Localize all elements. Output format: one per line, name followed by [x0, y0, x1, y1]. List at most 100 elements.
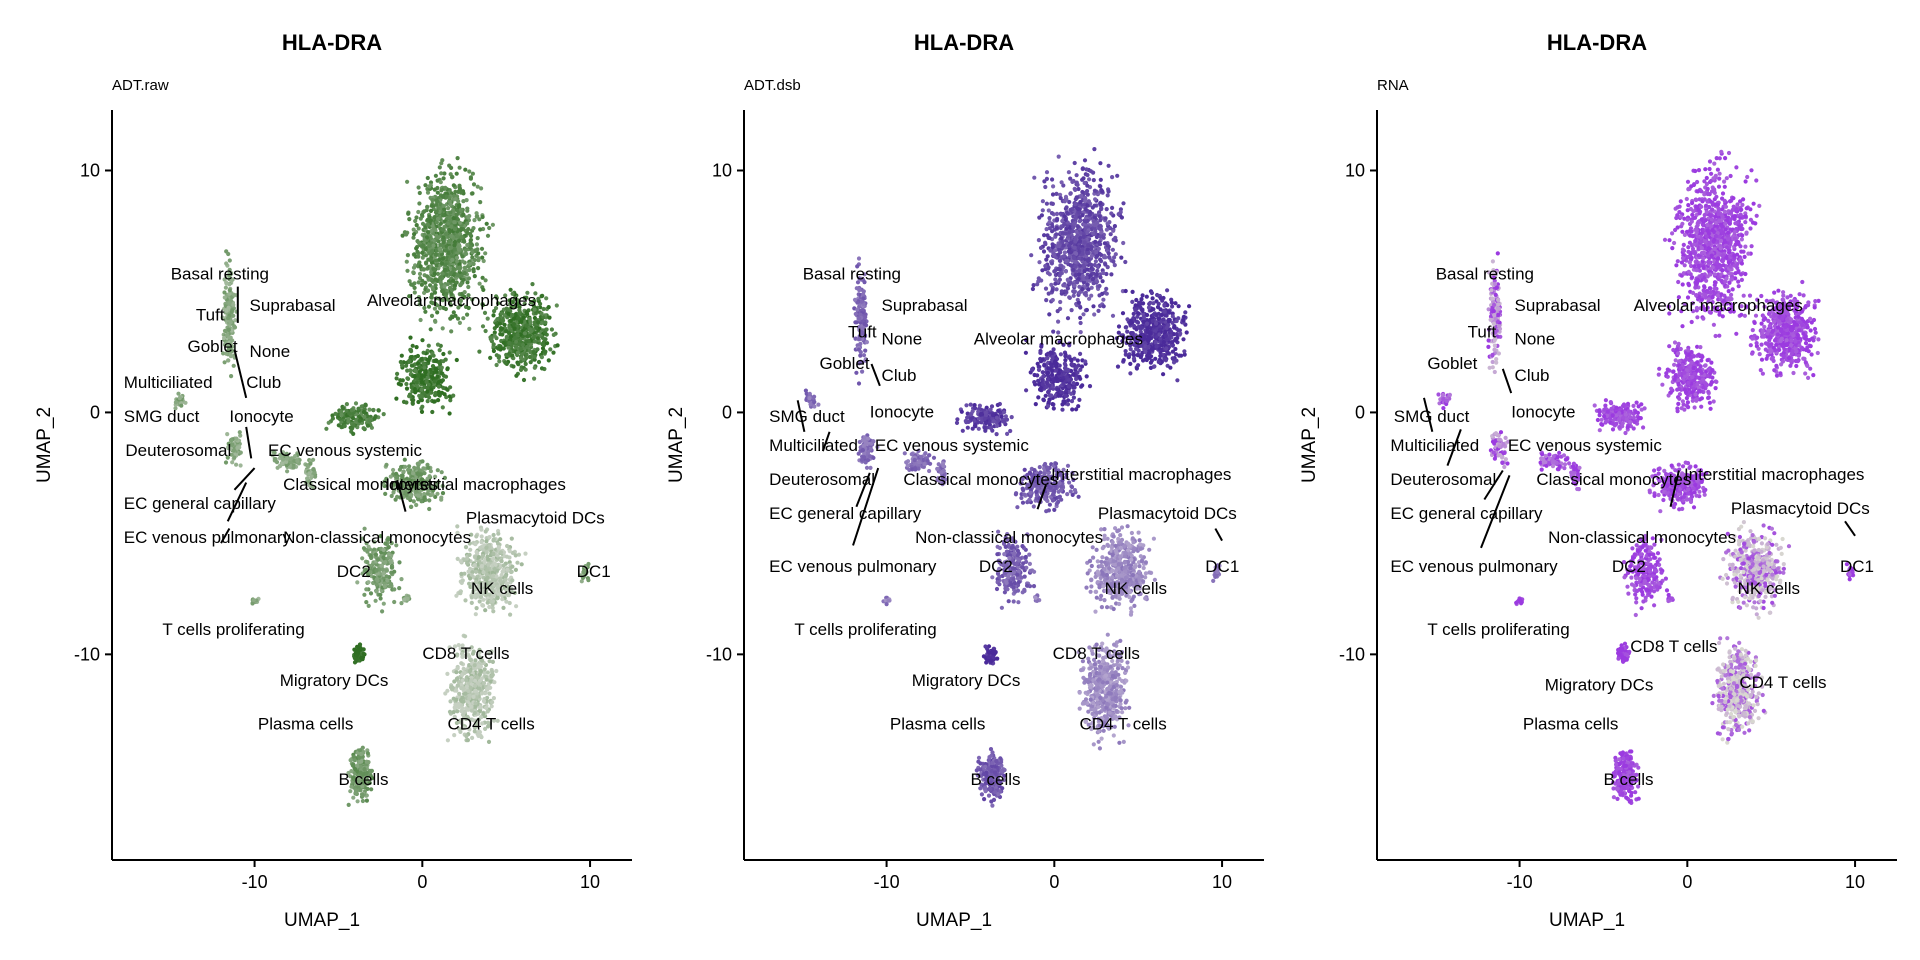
cell-point — [1065, 316, 1071, 321]
cell-point — [439, 470, 444, 475]
cell-point — [372, 416, 377, 421]
cell-point — [1059, 180, 1064, 185]
cell-point — [238, 450, 243, 455]
cell-point — [1083, 195, 1088, 201]
cell-point — [421, 391, 426, 396]
cell-point — [1068, 280, 1073, 285]
cell-point — [1086, 258, 1091, 263]
cell-point — [522, 301, 527, 306]
cell-point — [533, 291, 538, 296]
cell-point — [177, 396, 182, 401]
x-tick-label: 10 — [580, 872, 600, 892]
cell-point — [366, 603, 371, 609]
cell-point — [1054, 232, 1059, 237]
point-cloud — [173, 156, 591, 808]
cell-point — [475, 184, 480, 189]
cell-point — [1098, 177, 1103, 182]
cell-point — [405, 596, 410, 601]
cell-point — [474, 211, 479, 216]
cell-point — [551, 350, 556, 355]
cell-point — [444, 272, 449, 277]
cell-point — [477, 281, 482, 286]
cell-point — [497, 321, 502, 326]
cell-point — [435, 303, 440, 308]
cell-point — [1097, 283, 1102, 289]
cell-point — [548, 347, 553, 352]
cell-point — [507, 351, 512, 356]
cell-point — [510, 312, 515, 318]
cell-point — [443, 294, 448, 299]
cell-point — [420, 250, 425, 255]
cell-point — [426, 358, 431, 363]
cell-point — [437, 247, 442, 252]
cell-point — [1181, 337, 1186, 342]
cell-point — [336, 423, 341, 428]
cell-point — [1109, 211, 1114, 216]
cell-point — [183, 400, 188, 405]
cell-point — [445, 671, 450, 677]
cell-point — [429, 313, 435, 318]
cell-point — [485, 709, 490, 714]
cell-point — [1121, 201, 1126, 206]
cell-point — [452, 243, 457, 248]
cell-point — [427, 214, 432, 219]
cell-point — [529, 329, 534, 334]
cell-point — [506, 311, 511, 316]
cell-point — [439, 188, 444, 193]
cell-point — [1059, 236, 1064, 241]
cell-point — [1085, 192, 1090, 197]
cell-point — [481, 597, 486, 602]
cell-point — [455, 316, 461, 321]
cell-point — [476, 251, 481, 256]
cell-point — [1081, 234, 1086, 239]
cell-point — [513, 335, 518, 340]
cell-point — [433, 390, 438, 396]
cell-point — [346, 802, 351, 808]
x-axis-label: UMAP_1 — [284, 910, 360, 931]
cell-point — [1090, 267, 1095, 272]
cell-point — [416, 185, 421, 190]
cell-point — [472, 663, 477, 668]
cell-point — [1101, 304, 1106, 309]
cell-point — [419, 380, 424, 385]
cell-point — [1049, 282, 1054, 287]
cell-point — [409, 363, 414, 368]
cell-point — [398, 378, 403, 383]
cell-point — [342, 424, 347, 429]
cell-point — [416, 493, 421, 498]
cell-point — [491, 537, 496, 542]
cell-point — [230, 460, 235, 465]
cell-point — [1072, 290, 1077, 295]
cell-point — [392, 587, 397, 592]
cell-point — [352, 758, 357, 763]
cell-point — [1053, 248, 1058, 253]
cell-point — [423, 309, 428, 314]
cell-point — [436, 235, 441, 240]
cluster-label: Alveolar macrophages — [367, 291, 536, 310]
cell-point — [544, 327, 549, 332]
cell-point — [1073, 264, 1078, 269]
cell-point — [1031, 283, 1036, 288]
cell-point — [435, 178, 440, 183]
cell-point — [456, 305, 461, 310]
cell-point — [227, 258, 232, 263]
cell-point — [1092, 223, 1097, 228]
cell-point — [1092, 147, 1097, 152]
cell-point — [1119, 255, 1124, 260]
cell-point — [1069, 263, 1074, 268]
cell-point — [491, 348, 496, 354]
cell-point — [441, 351, 446, 357]
cell-point — [1077, 290, 1082, 295]
cell-point — [413, 218, 418, 224]
cell-point — [435, 374, 440, 379]
cell-point — [1100, 279, 1105, 284]
cell-point — [496, 545, 501, 550]
cell-point — [1035, 282, 1040, 287]
cell-point — [497, 359, 502, 364]
cell-point — [461, 699, 466, 704]
cell-point — [364, 587, 369, 592]
cell-point — [1081, 176, 1086, 181]
cell-point — [1089, 244, 1094, 249]
cell-point — [344, 402, 349, 407]
cell-point — [1112, 263, 1117, 268]
